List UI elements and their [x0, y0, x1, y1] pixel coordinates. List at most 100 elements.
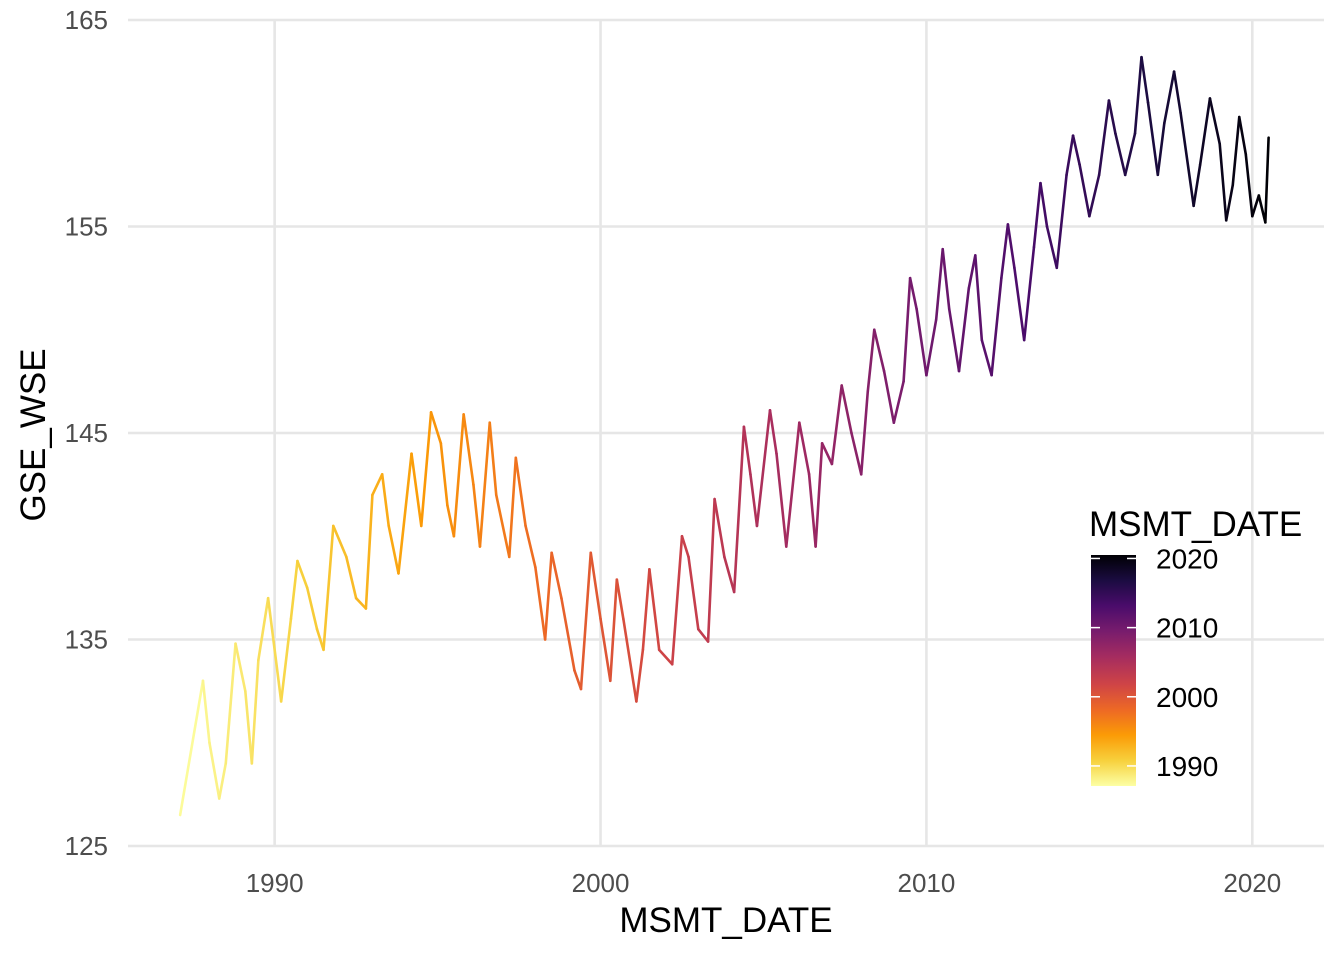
series-segment — [687, 555, 700, 631]
series-segment — [534, 565, 547, 641]
series-segment — [217, 762, 228, 800]
series-segment — [706, 497, 716, 643]
y-axis-ticks: 125 135 145 155 165 — [65, 5, 108, 861]
series-segment — [1088, 173, 1101, 218]
series-segment — [1237, 115, 1248, 156]
series-segment — [478, 421, 492, 548]
y-tick-label: 165 — [65, 5, 108, 35]
series-segment — [749, 472, 759, 528]
series-segment — [322, 524, 335, 652]
series-segment — [713, 497, 726, 559]
series-segment — [1013, 266, 1026, 342]
y-tick-label: 145 — [65, 418, 108, 448]
x-axis-ticks: 1990 2000 2010 2020 — [246, 868, 1282, 898]
series-segment — [696, 627, 710, 643]
series-segment — [208, 741, 221, 800]
y-tick-label: 125 — [65, 831, 108, 861]
series-segment — [967, 254, 977, 290]
x-tick-label: 2020 — [1223, 868, 1281, 898]
series-segment — [599, 617, 612, 683]
series-segment — [609, 578, 619, 683]
series-segment — [315, 627, 325, 652]
series-segment — [387, 524, 400, 575]
series-segment — [732, 425, 746, 594]
series-segment — [371, 472, 384, 497]
series-segment — [635, 648, 645, 703]
series-segment — [354, 596, 368, 610]
series-segment — [1097, 99, 1111, 177]
series-segment — [494, 493, 511, 559]
series-segment — [866, 328, 876, 394]
series-segment — [1179, 111, 1195, 208]
series-segment — [1045, 225, 1059, 270]
series-segment — [573, 669, 583, 691]
series-segment — [723, 555, 736, 594]
y-tick-label: 155 — [65, 212, 108, 242]
series-segment — [462, 413, 475, 486]
series-segment — [941, 247, 951, 311]
series-segment — [1065, 134, 1075, 177]
series-segment — [925, 318, 938, 377]
series-segment — [648, 567, 661, 652]
series-segment — [543, 551, 553, 641]
series-segment — [850, 431, 863, 476]
color-legend: MSMT_DATE 1990 2000 2010 2020 — [1089, 505, 1302, 786]
series-segment — [840, 384, 853, 435]
series-segment — [1231, 115, 1241, 187]
series-segment — [1055, 173, 1068, 270]
series-segment — [882, 369, 896, 424]
series-segment — [250, 658, 260, 765]
series-segment — [289, 559, 299, 621]
series-segment — [1251, 194, 1261, 218]
series-segment — [380, 472, 391, 528]
y-tick-label: 135 — [65, 625, 108, 655]
series-segment — [680, 534, 690, 559]
series-segment — [1192, 163, 1202, 208]
series-segment — [178, 679, 205, 817]
series-segment — [1244, 152, 1254, 218]
series-segment — [1022, 245, 1036, 342]
series-segment — [439, 442, 449, 507]
series-segment — [755, 408, 772, 528]
legend-tick-label: 2010 — [1156, 613, 1218, 644]
series-segment — [1000, 223, 1010, 280]
series-segment — [775, 452, 788, 548]
series-segment — [830, 384, 843, 466]
series-segment — [872, 328, 886, 373]
series-segment — [947, 307, 961, 373]
series-segment — [452, 413, 465, 538]
x-axis-title: MSMT_DATE — [619, 901, 832, 940]
series-segment — [1107, 99, 1117, 135]
series-segment — [814, 442, 824, 548]
series-line — [178, 55, 1270, 817]
series-segment — [266, 596, 283, 703]
series-segment — [397, 452, 413, 575]
series-segment — [1133, 55, 1143, 135]
series-segment — [859, 390, 870, 476]
series-segment — [807, 472, 817, 548]
series-segment — [1078, 163, 1091, 218]
series-segment — [279, 617, 293, 703]
series-segment — [1224, 183, 1235, 222]
series-segment — [507, 456, 518, 559]
series-segment — [1140, 55, 1150, 104]
legend-colorbar — [1091, 555, 1136, 786]
series-segment — [974, 254, 984, 342]
series-segment — [1006, 223, 1016, 270]
series-segment — [429, 411, 443, 445]
legend-ticks: 1990 2000 2010 2020 — [1091, 543, 1218, 782]
series-segment — [364, 493, 374, 610]
series-segment — [1172, 70, 1182, 115]
series-segment — [1218, 142, 1228, 222]
series-segment — [990, 276, 1003, 377]
series-segment — [446, 503, 456, 538]
series-segment — [345, 555, 358, 600]
series-segment — [488, 421, 498, 497]
series-segment — [742, 425, 752, 476]
series-segment — [641, 567, 651, 652]
series-segment — [784, 421, 801, 548]
gridlines — [128, 18, 1324, 848]
series-segment — [560, 596, 576, 672]
series-segment — [244, 689, 254, 765]
